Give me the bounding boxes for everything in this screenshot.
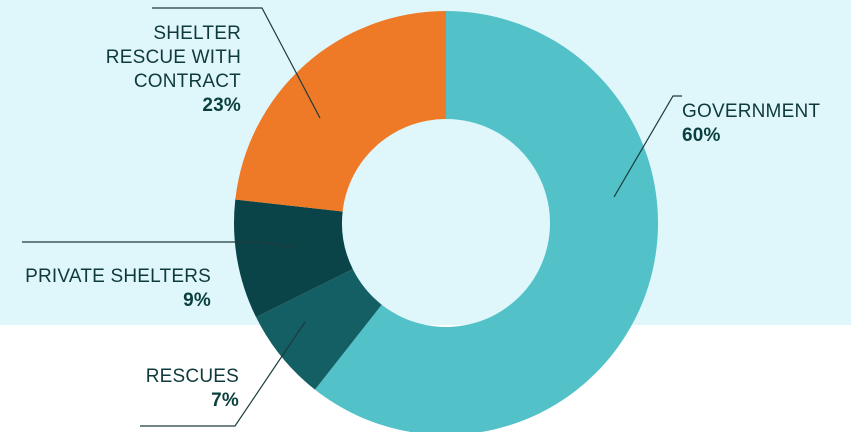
leader-line-rescues [140,321,306,427]
label-shelter-rescue: SHELTER RESCUE WITH CONTRACT 23% [106,22,241,118]
label-government: GOVERNMENT 60% [682,100,820,148]
slice-label-shelter-rescue: SHELTER RESCUE WITH CONTRACT [105,23,241,92]
slice-private-shelters [234,199,353,318]
slice-shelter-rescue-with-contract [235,11,446,212]
slice-value-private-shelters: 9% [183,290,211,311]
slice-label-private-shelters: PRIVATE SHELTERS [25,266,211,287]
leader-line-private-shelters [22,241,293,249]
label-private-shelters: PRIVATE SHELTERS 9% [25,265,211,313]
slices-group [234,11,658,432]
slice-value-government: 60% [682,125,721,146]
slice-rescues [256,269,382,390]
slice-government [314,11,658,432]
leader-line-shelter-rescue [152,7,321,119]
leader-lines-group [22,7,682,427]
slice-value-rescues: 7% [211,390,239,411]
leader-line-government [613,95,682,198]
label-rescues: RESCUES 7% [146,365,239,413]
slice-value-shelter-rescue: 23% [202,95,241,116]
slice-label-government: GOVERNMENT [682,101,821,122]
slice-label-rescues: RESCUES [145,366,239,387]
